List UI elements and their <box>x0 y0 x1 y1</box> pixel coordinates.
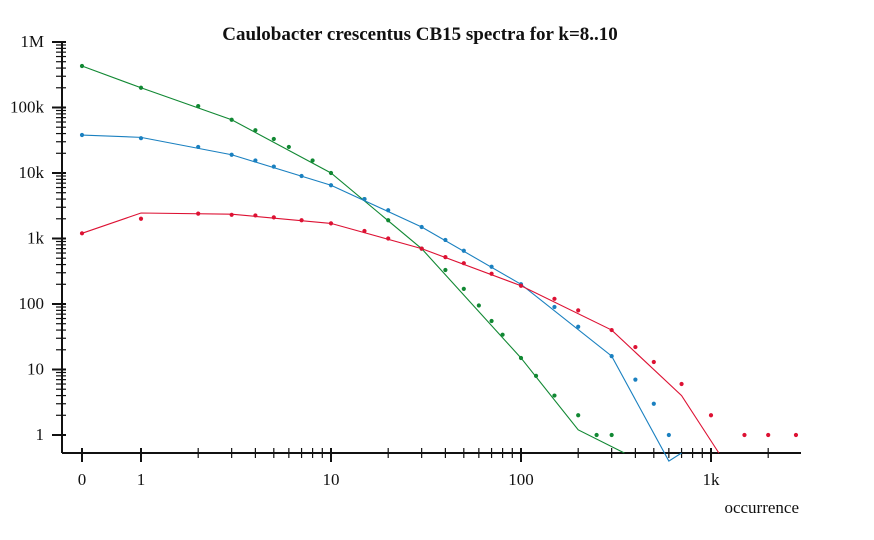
data-point <box>489 318 494 324</box>
data-point <box>386 208 391 213</box>
data-point <box>328 183 334 188</box>
data-point <box>443 255 448 260</box>
y-axis-ticks: 1 10 100 1k 10k 100k 1M <box>10 32 66 444</box>
y-tick-label: 100 <box>19 294 45 313</box>
data-point <box>461 286 466 292</box>
y-tick-label: 1 <box>36 425 45 444</box>
x-tick-label: 100 <box>508 470 534 489</box>
fit-lines <box>81 65 720 462</box>
data-point <box>633 344 638 350</box>
data-point <box>286 144 291 150</box>
data-point <box>253 128 258 133</box>
fit-line <box>81 212 720 454</box>
data-point <box>666 432 671 438</box>
data-point <box>518 283 524 288</box>
fit-line <box>81 134 682 462</box>
data-point <box>362 228 367 234</box>
data-point <box>310 158 315 163</box>
data-point <box>461 248 466 253</box>
data-point <box>138 85 144 90</box>
data-point <box>476 303 481 308</box>
y-tick-label: 10k <box>19 163 45 182</box>
data-point <box>651 359 656 365</box>
chart-title: Caulobacter crescentus CB15 spectra for … <box>222 24 618 45</box>
data-point <box>299 173 304 179</box>
data-point <box>271 136 276 142</box>
data-point <box>271 164 276 169</box>
data-points <box>79 63 799 438</box>
data-point <box>633 377 638 382</box>
y-tick-label: 1k <box>27 229 45 248</box>
data-point <box>299 218 304 223</box>
data-point <box>328 221 334 226</box>
data-point <box>79 231 85 236</box>
fit-line <box>81 65 625 454</box>
data-point <box>793 432 799 438</box>
y-tick-label: 1M <box>20 32 44 51</box>
x-tick-label: 1 <box>137 470 146 489</box>
data-point <box>229 117 234 122</box>
data-point <box>708 413 714 418</box>
data-point <box>138 136 144 141</box>
data-point <box>386 236 391 241</box>
data-point <box>196 144 201 150</box>
data-point <box>253 213 258 218</box>
data-point <box>79 63 85 69</box>
data-point <box>552 296 557 301</box>
data-point <box>609 432 614 438</box>
y-tick-label: 10 <box>27 360 44 379</box>
data-point <box>742 432 747 438</box>
data-point <box>609 327 614 333</box>
x-axis-label: occurrence <box>724 498 799 517</box>
data-point <box>229 152 234 157</box>
data-point <box>196 104 201 109</box>
data-point <box>679 381 684 387</box>
data-point <box>594 432 599 438</box>
data-point <box>138 216 144 221</box>
data-point <box>271 215 276 220</box>
data-point <box>576 413 581 418</box>
data-point <box>443 267 448 273</box>
data-point <box>419 224 424 230</box>
data-point <box>386 218 391 223</box>
data-point <box>533 373 539 378</box>
data-point <box>196 211 201 216</box>
data-point <box>328 170 334 176</box>
data-point <box>461 261 466 266</box>
data-point <box>443 237 448 243</box>
data-point <box>766 432 771 438</box>
data-point <box>518 355 524 361</box>
x-tick-label: 0 <box>78 470 87 489</box>
data-point <box>651 401 656 406</box>
x-tick-label: 1k <box>703 470 721 489</box>
data-point <box>552 393 557 398</box>
data-point <box>362 196 367 202</box>
data-point <box>253 158 258 163</box>
x-axis-ticks: 0 1 10 100 1k <box>78 448 769 489</box>
data-point <box>229 212 234 217</box>
data-point <box>500 332 505 337</box>
data-point <box>419 246 424 251</box>
y-tick-label: 100k <box>10 98 45 117</box>
x-tick-label: 10 <box>323 470 340 489</box>
data-point <box>609 354 614 359</box>
data-point <box>489 271 494 276</box>
data-point <box>489 264 494 269</box>
data-point <box>79 132 85 138</box>
data-point <box>576 324 581 329</box>
data-point <box>576 308 581 313</box>
data-point <box>552 304 557 310</box>
